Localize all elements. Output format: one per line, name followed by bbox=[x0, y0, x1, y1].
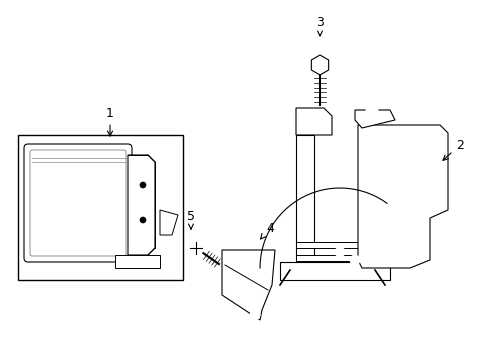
Polygon shape bbox=[115, 255, 160, 268]
Text: 4: 4 bbox=[260, 221, 273, 239]
Polygon shape bbox=[295, 135, 313, 268]
Text: 3: 3 bbox=[315, 15, 323, 36]
Circle shape bbox=[314, 60, 325, 70]
Circle shape bbox=[373, 249, 385, 261]
Circle shape bbox=[135, 177, 151, 193]
Bar bbox=[18, 135, 183, 280]
Circle shape bbox=[299, 180, 309, 190]
FancyBboxPatch shape bbox=[24, 144, 132, 262]
Text: 5: 5 bbox=[186, 210, 195, 229]
Text: 2: 2 bbox=[442, 139, 463, 160]
Circle shape bbox=[140, 182, 146, 188]
Polygon shape bbox=[295, 108, 331, 135]
Polygon shape bbox=[295, 255, 369, 261]
Circle shape bbox=[135, 212, 151, 228]
Circle shape bbox=[334, 247, 345, 257]
Polygon shape bbox=[354, 110, 394, 128]
FancyBboxPatch shape bbox=[30, 150, 126, 256]
Polygon shape bbox=[222, 250, 274, 320]
Polygon shape bbox=[357, 125, 447, 268]
Circle shape bbox=[349, 255, 359, 265]
Polygon shape bbox=[128, 155, 155, 255]
Circle shape bbox=[304, 116, 315, 128]
Circle shape bbox=[365, 104, 377, 116]
Polygon shape bbox=[280, 262, 389, 280]
Circle shape bbox=[249, 310, 260, 320]
Circle shape bbox=[299, 210, 309, 220]
Text: 1: 1 bbox=[106, 107, 114, 136]
Circle shape bbox=[140, 217, 146, 223]
Polygon shape bbox=[311, 55, 328, 75]
Polygon shape bbox=[160, 210, 178, 235]
Circle shape bbox=[299, 153, 309, 163]
Circle shape bbox=[423, 149, 435, 161]
Circle shape bbox=[186, 239, 204, 257]
Polygon shape bbox=[295, 242, 369, 248]
Circle shape bbox=[235, 255, 244, 265]
Circle shape bbox=[428, 194, 440, 206]
